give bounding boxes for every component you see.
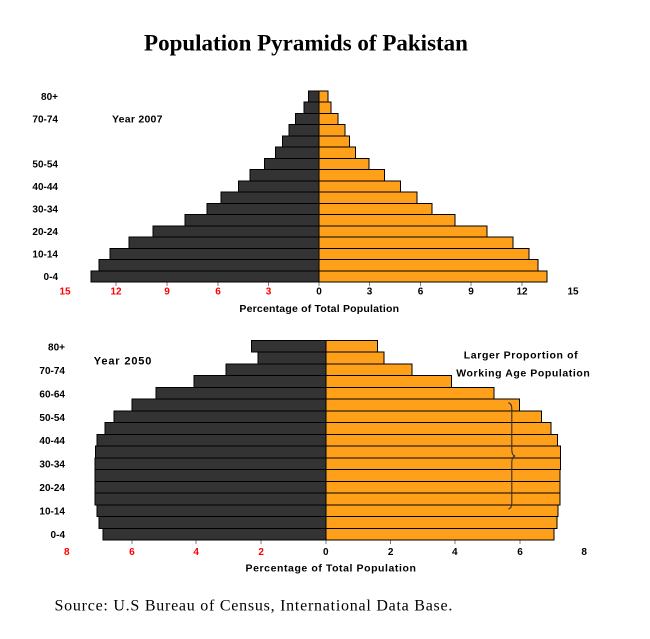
svg-text:3: 3 bbox=[367, 287, 373, 298]
svg-text:6: 6 bbox=[418, 287, 424, 298]
svg-text:Percentage of Total Population: Percentage of Total Population bbox=[239, 303, 399, 315]
svg-text:20-24: 20-24 bbox=[32, 227, 58, 238]
svg-text:Larger Proportion of: Larger Proportion of bbox=[464, 350, 578, 362]
svg-text:80+: 80+ bbox=[48, 342, 65, 353]
svg-text:6: 6 bbox=[129, 547, 135, 558]
svg-text:Year 2007: Year 2007 bbox=[112, 114, 163, 126]
svg-text:3: 3 bbox=[266, 287, 272, 298]
svg-text:Year 2050: Year 2050 bbox=[94, 356, 152, 368]
svg-text:70-74: 70-74 bbox=[39, 366, 65, 377]
svg-text:Percentage of Total Population: Percentage of Total Population bbox=[246, 563, 417, 575]
svg-text:80+: 80+ bbox=[41, 92, 58, 103]
svg-text:30-34: 30-34 bbox=[32, 204, 58, 215]
svg-text:50-54: 50-54 bbox=[39, 413, 65, 424]
svg-text:4: 4 bbox=[193, 547, 199, 558]
svg-text:Population Pyramids of Pakista: Population Pyramids of Pakistan bbox=[144, 31, 468, 56]
svg-text:40-44: 40-44 bbox=[39, 436, 65, 447]
svg-text:12: 12 bbox=[516, 287, 528, 298]
svg-text:15: 15 bbox=[59, 287, 71, 298]
svg-text:Source: U.S Bureau of Census,: Source: U.S Bureau of Census, Internatio… bbox=[55, 598, 454, 615]
svg-text:2: 2 bbox=[258, 547, 264, 558]
svg-text:15: 15 bbox=[567, 287, 579, 298]
svg-text:8: 8 bbox=[64, 547, 70, 558]
svg-text:2: 2 bbox=[388, 547, 394, 558]
svg-text:60-64: 60-64 bbox=[39, 389, 65, 400]
svg-text:30-34: 30-34 bbox=[39, 460, 65, 471]
svg-text:6: 6 bbox=[517, 547, 523, 558]
svg-text:6: 6 bbox=[215, 287, 221, 298]
svg-text:10-14: 10-14 bbox=[39, 507, 65, 518]
svg-text:0-4: 0-4 bbox=[51, 530, 66, 541]
svg-text:0: 0 bbox=[316, 287, 322, 298]
svg-text:70-74: 70-74 bbox=[32, 114, 58, 125]
svg-text:12: 12 bbox=[110, 287, 122, 298]
svg-text:4: 4 bbox=[452, 547, 458, 558]
svg-text:9: 9 bbox=[468, 287, 474, 298]
svg-text:Working Age Population: Working Age Population bbox=[456, 368, 590, 380]
svg-text:8: 8 bbox=[581, 547, 587, 558]
svg-text:20-24: 20-24 bbox=[39, 483, 65, 494]
svg-text:50-54: 50-54 bbox=[32, 159, 58, 170]
svg-text:0-4: 0-4 bbox=[44, 272, 59, 283]
svg-text:9: 9 bbox=[164, 287, 170, 298]
svg-text:0: 0 bbox=[323, 547, 329, 558]
svg-text:10-14: 10-14 bbox=[32, 249, 58, 260]
svg-text:40-44: 40-44 bbox=[32, 182, 58, 193]
